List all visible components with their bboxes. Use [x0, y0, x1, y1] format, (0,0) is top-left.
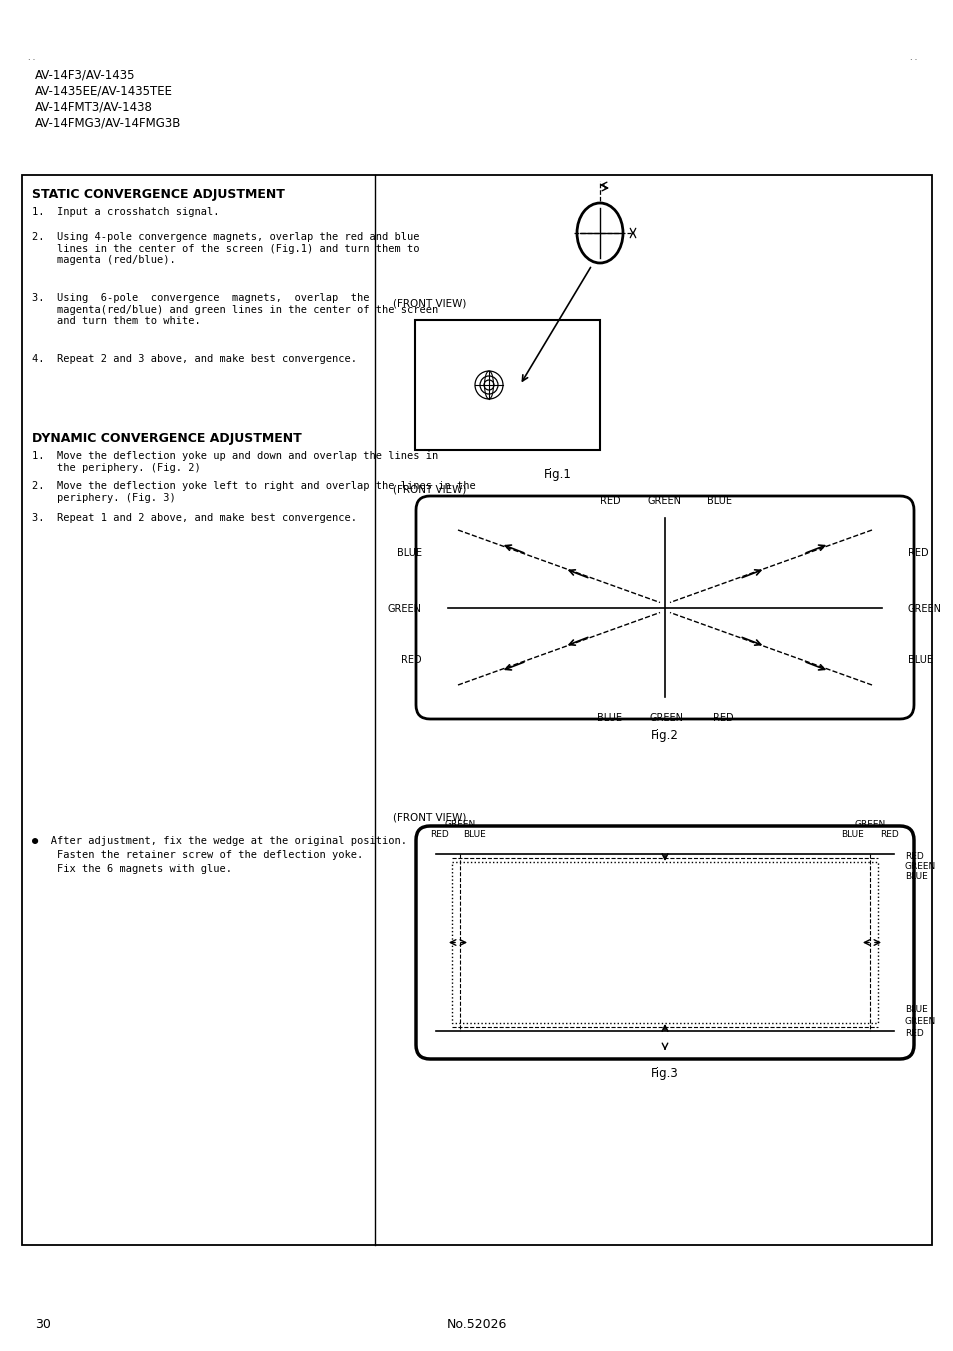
Text: No.52026: No.52026 — [446, 1319, 507, 1331]
Text: RED: RED — [599, 496, 619, 507]
Ellipse shape — [577, 203, 622, 263]
Text: . .: . . — [909, 53, 916, 62]
Text: RED: RED — [904, 1029, 923, 1038]
Text: BLUE: BLUE — [597, 713, 622, 723]
Text: RED: RED — [430, 830, 449, 839]
Text: AV-14FMT3/AV-1438: AV-14FMT3/AV-1438 — [35, 100, 152, 113]
Bar — [415, 320, 599, 450]
Text: 1.  Move the deflection yoke up and down and overlap the lines in
    the periph: 1. Move the deflection yoke up and down … — [32, 451, 437, 473]
Text: AV-14F3/AV-1435: AV-14F3/AV-1435 — [35, 68, 135, 81]
Text: BLUE: BLUE — [904, 1005, 926, 1015]
Text: GREEN: GREEN — [647, 496, 681, 507]
Text: GREEN: GREEN — [904, 1017, 935, 1025]
Text: RED: RED — [401, 655, 421, 665]
Text: GREEN: GREEN — [907, 604, 941, 613]
Text: BLUE: BLUE — [907, 655, 932, 665]
Text: 3.  Repeat 1 and 2 above, and make best convergence.: 3. Repeat 1 and 2 above, and make best c… — [32, 513, 356, 523]
Text: Fig.1: Fig.1 — [543, 467, 571, 481]
Text: BLUE: BLUE — [841, 830, 863, 839]
Text: GREEN: GREEN — [388, 604, 421, 613]
Text: Fig.3: Fig.3 — [651, 1067, 679, 1079]
Text: GREEN: GREEN — [904, 862, 935, 871]
Text: (FRONT VIEW): (FRONT VIEW) — [393, 812, 466, 821]
Text: AV-14FMG3/AV-14FMG3B: AV-14FMG3/AV-14FMG3B — [35, 116, 181, 128]
Bar — [22, 176, 931, 1246]
Text: 3.  Using  6-pole  convergence  magnets,  overlap  the
    magenta(red/blue) and: 3. Using 6-pole convergence magnets, ove… — [32, 293, 437, 326]
Text: DYNAMIC CONVERGENCE ADJUSTMENT: DYNAMIC CONVERGENCE ADJUSTMENT — [32, 432, 301, 444]
Text: BLUE: BLUE — [707, 496, 732, 507]
Text: BLUE: BLUE — [904, 871, 926, 881]
FancyBboxPatch shape — [416, 825, 913, 1059]
Text: 30: 30 — [35, 1319, 51, 1331]
Text: RED: RED — [907, 549, 927, 558]
Text: Fasten the retainer screw of the deflection yoke.: Fasten the retainer screw of the deflect… — [32, 850, 363, 861]
Text: ●  After adjustment, fix the wedge at the original position.: ● After adjustment, fix the wedge at the… — [32, 836, 407, 846]
Text: GREEN: GREEN — [649, 713, 683, 723]
Text: AV-1435EE/AV-1435TEE: AV-1435EE/AV-1435TEE — [35, 84, 172, 97]
Text: 2.  Move the deflection yoke left to right and overlap the lines in the
    peri: 2. Move the deflection yoke left to righ… — [32, 481, 476, 503]
Text: (FRONT VIEW): (FRONT VIEW) — [393, 485, 466, 494]
Text: GREEN: GREEN — [854, 820, 884, 830]
Text: RED: RED — [880, 830, 899, 839]
FancyBboxPatch shape — [416, 496, 913, 719]
Text: 2.  Using 4-pole convergence magnets, overlap the red and blue
    lines in the : 2. Using 4-pole convergence magnets, ove… — [32, 232, 419, 265]
Text: 4.  Repeat 2 and 3 above, and make best convergence.: 4. Repeat 2 and 3 above, and make best c… — [32, 354, 356, 363]
Text: 1.  Input a crosshatch signal.: 1. Input a crosshatch signal. — [32, 207, 219, 218]
Text: RED: RED — [712, 713, 733, 723]
Text: . .: . . — [28, 53, 35, 62]
Text: (FRONT VIEW): (FRONT VIEW) — [393, 299, 466, 308]
Text: RED: RED — [904, 852, 923, 861]
Text: BLUE: BLUE — [396, 549, 421, 558]
Text: STATIC CONVERGENCE ADJUSTMENT: STATIC CONVERGENCE ADJUSTMENT — [32, 188, 285, 201]
Text: GREEN: GREEN — [444, 820, 476, 830]
Text: Fig.2: Fig.2 — [650, 730, 679, 742]
Text: Fix the 6 magnets with glue.: Fix the 6 magnets with glue. — [32, 865, 232, 874]
Text: BLUE: BLUE — [463, 830, 486, 839]
